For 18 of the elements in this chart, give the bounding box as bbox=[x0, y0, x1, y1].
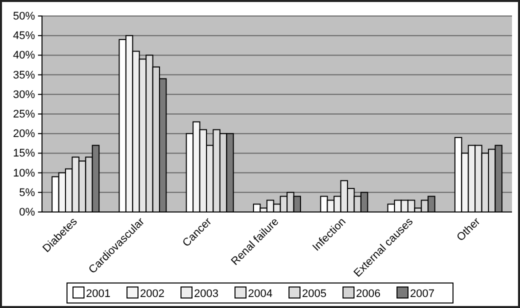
y-tick-label: 50% bbox=[12, 10, 36, 23]
y-tick-label: 10% bbox=[12, 167, 36, 180]
legend-label: 2005 bbox=[302, 288, 326, 300]
y-tick-label: 35% bbox=[12, 69, 36, 82]
y-tick-label: 40% bbox=[12, 50, 36, 62]
legend-label: 2002 bbox=[140, 288, 164, 300]
y-tick-label: 0% bbox=[19, 206, 36, 219]
legend-label: 2006 bbox=[356, 288, 380, 300]
y-tick-label: 30% bbox=[12, 88, 36, 101]
y-tick-label: 5% bbox=[19, 186, 36, 199]
y-tick-label: 20% bbox=[12, 128, 36, 140]
y-tick-label: 15% bbox=[12, 148, 36, 160]
y-tick-label: 45% bbox=[12, 30, 36, 42]
legend-label: 2003 bbox=[194, 288, 218, 300]
y-tick-label: 25% bbox=[12, 108, 36, 121]
legend-label: 2007 bbox=[410, 288, 434, 300]
legend-label: 2004 bbox=[248, 288, 272, 300]
legend-label: 2001 bbox=[86, 288, 110, 300]
